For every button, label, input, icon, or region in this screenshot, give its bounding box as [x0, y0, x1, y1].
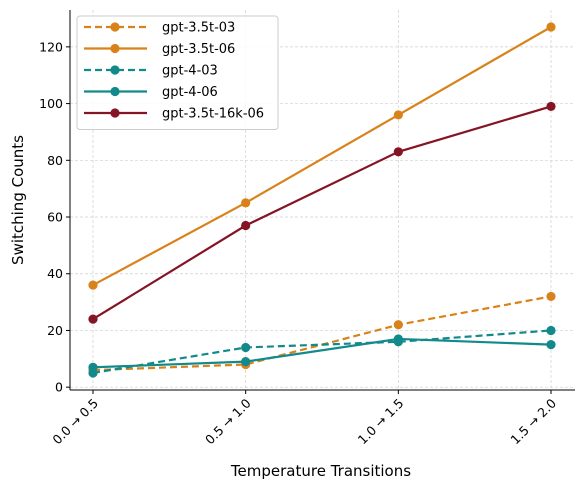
legend: gpt-3.5t-03 gpt-3.5t-06 gpt-4-03 gpt-4-06 gp… — [76, 15, 279, 130]
legend-label: gpt-3.5t-06 — [162, 42, 235, 57]
data-point — [546, 22, 556, 32]
legend-box — [76, 15, 279, 130]
legend-label: gpt-3.5t-03 — [162, 21, 235, 36]
y-tick-label: 40 — [47, 266, 63, 281]
data-point — [241, 220, 251, 231]
y-tick-label: 20 — [47, 323, 63, 338]
y-tick-label: 120 — [39, 39, 63, 54]
x-tick-label: 0.0 → 0.5 — [49, 396, 101, 448]
data-point — [241, 198, 251, 208]
legend-label: gpt-4-03 — [162, 64, 218, 79]
legend-swatch-marker — [110, 86, 120, 97]
legend-item: gpt-4-03 — [84, 64, 218, 79]
data-point — [393, 334, 403, 344]
legend-swatch-marker — [110, 108, 120, 118]
series-line — [92, 26, 552, 287]
data-point — [546, 101, 556, 112]
legend-swatch-marker — [110, 43, 120, 54]
series-line — [92, 105, 552, 321]
series-gpt-3-5t-16k-06 — [88, 101, 556, 324]
series-gpt-4-06 — [88, 334, 556, 372]
data-point — [393, 320, 403, 330]
legend-item: gpt-3.5t-16k-06 — [84, 107, 264, 122]
axes-layer — [69, 10, 575, 391]
x-axis-title: Temperature Transitions — [230, 462, 411, 480]
data-point — [241, 342, 251, 353]
data-point — [393, 147, 403, 157]
legend-item: gpt-3.5t-03 — [84, 21, 235, 36]
data-point — [546, 325, 556, 336]
data-point — [546, 340, 556, 350]
data-point — [88, 314, 98, 324]
y-axis-title: Switching Counts — [9, 135, 27, 265]
legend-item: gpt-4-06 — [84, 85, 218, 100]
x-tick-label: 1.5 → 2.0 — [507, 395, 559, 447]
series-line — [92, 295, 552, 372]
legend-swatch-marker — [110, 65, 120, 75]
x-tick-label: 1.0 → 1.5 — [355, 396, 407, 448]
series-gpt-3-5t-06 — [88, 22, 556, 290]
y-tick-label: 60 — [47, 210, 63, 225]
data-point — [546, 291, 556, 302]
data-point — [241, 357, 251, 367]
series-line — [92, 329, 552, 375]
data-point — [88, 280, 98, 290]
series-line — [92, 337, 552, 369]
y-tick-label: 0 — [55, 380, 63, 395]
legend-label: gpt-4-06 — [162, 85, 218, 100]
y-tick-label: 100 — [39, 96, 63, 111]
legend-swatch-marker — [110, 22, 120, 32]
legend-item: gpt-3.5t-06 — [84, 42, 235, 57]
x-tick-label: 0.5 → 1.0 — [202, 395, 254, 447]
y-tick-label: 80 — [47, 153, 63, 168]
legend-label: gpt-3.5t-16k-06 — [162, 107, 264, 122]
series-layer — [88, 22, 556, 378]
data-point — [88, 362, 98, 372]
data-point — [393, 110, 403, 120]
series-gpt-4-03 — [88, 325, 556, 378]
